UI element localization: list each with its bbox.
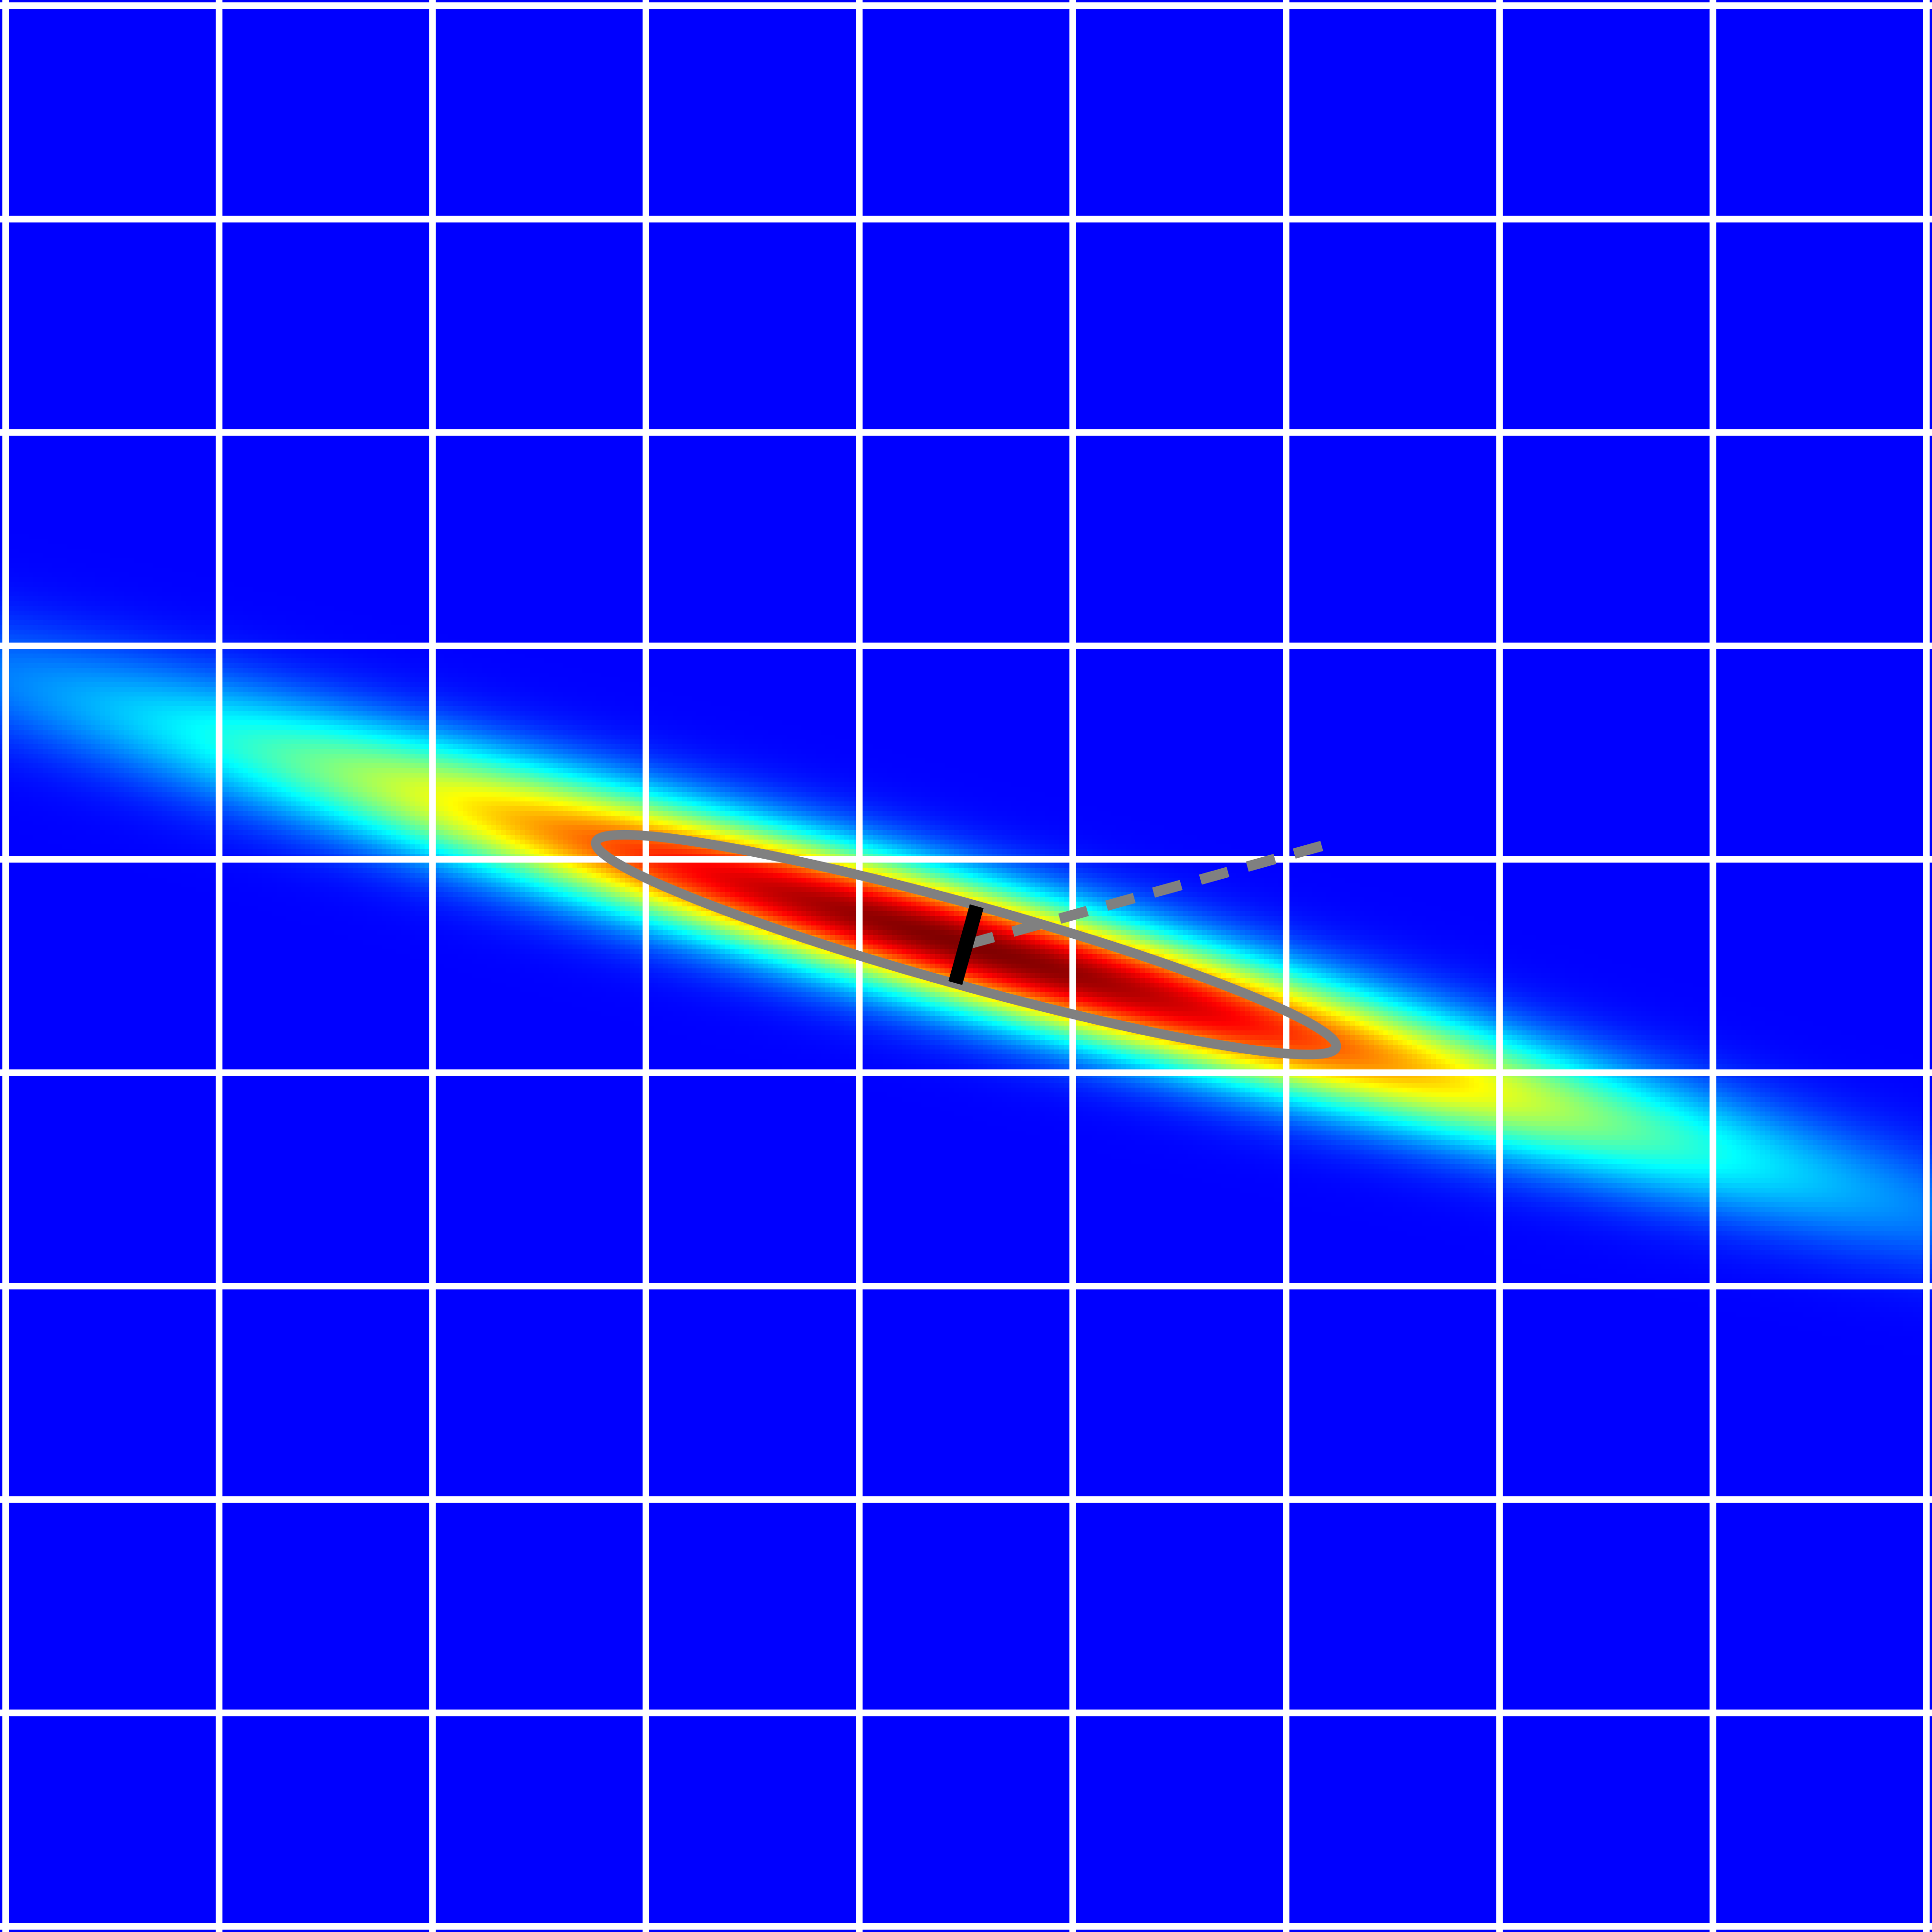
major-axis-line — [965, 837, 1337, 950]
overlay — [591, 830, 1341, 1059]
confidence-ellipse — [591, 830, 1341, 1059]
minor-axis-line — [948, 904, 984, 985]
